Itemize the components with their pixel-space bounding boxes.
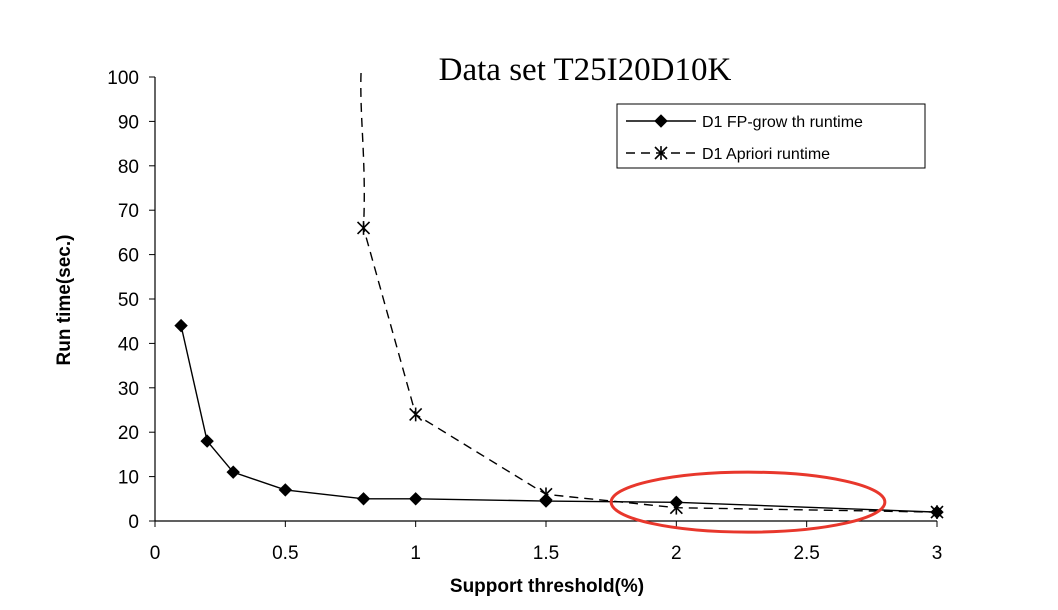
y-tick-label: 40 xyxy=(118,334,139,355)
data-point xyxy=(930,505,944,520)
legend-entry-2: D1 Apriori runtime xyxy=(626,146,830,163)
y-tick-label: 50 xyxy=(118,290,139,311)
series-layer xyxy=(174,72,944,520)
x-tick-label: 1 xyxy=(410,543,421,564)
legend-marker xyxy=(654,146,668,160)
annotation-layer xyxy=(609,470,887,534)
data-point xyxy=(278,483,293,497)
data-point xyxy=(356,221,371,235)
chart-title: Data set T25I20D10K xyxy=(439,52,732,88)
data-point xyxy=(408,492,423,506)
legend-items: D1 FP-grow th runtime D1 Apriori runtime xyxy=(626,114,863,163)
y-axis-title: Run time(sec.) xyxy=(54,235,75,366)
data-point xyxy=(226,465,240,479)
legend-box xyxy=(616,103,926,169)
x-tick-label: 1.5 xyxy=(533,543,559,564)
series-line xyxy=(360,72,938,513)
y-tick-label: 20 xyxy=(118,423,139,444)
x-tick-label: 2 xyxy=(671,543,682,564)
y-tick-label: 60 xyxy=(118,246,139,267)
data-point xyxy=(200,434,214,448)
data-point xyxy=(356,492,371,506)
x-axis-title: Support threshold(%) xyxy=(450,576,644,597)
data-point xyxy=(409,407,423,422)
series-1 xyxy=(174,318,944,519)
series-line xyxy=(180,325,938,513)
x-tick-label: 0.5 xyxy=(272,543,298,564)
legend-label: D1 Apriori runtime xyxy=(702,146,830,163)
highlight-ellipse xyxy=(609,470,887,534)
data-point xyxy=(539,487,553,502)
legend-label: D1 FP-grow th runtime xyxy=(702,114,863,131)
x-axis-ticks: 0 0.5 1 1.5 2 2.5 3 xyxy=(150,521,943,564)
y-tick-label: 80 xyxy=(118,157,139,178)
data-point xyxy=(669,500,683,515)
y-tick-label: 0 xyxy=(128,512,139,533)
y-tick-label: 90 xyxy=(118,112,139,133)
x-tick-label: 2.5 xyxy=(793,543,819,564)
y-axis-ticks: 0 10 20 30 40 50 60 70 80 90 100 xyxy=(107,68,155,533)
legend: D1 FP-grow th runtime D1 Apriori runtime xyxy=(616,103,926,169)
x-tick-label: 0 xyxy=(150,543,161,564)
legend-marker xyxy=(654,114,668,128)
y-tick-label: 10 xyxy=(118,468,139,489)
y-tick-label: 100 xyxy=(107,68,139,89)
y-tick-label: 30 xyxy=(118,379,139,400)
data-point xyxy=(174,318,188,333)
series-2 xyxy=(356,72,944,520)
y-tick-label: 70 xyxy=(118,201,139,222)
x-tick-label: 3 xyxy=(932,543,943,564)
legend-entry-1: D1 FP-grow th runtime xyxy=(626,114,863,131)
